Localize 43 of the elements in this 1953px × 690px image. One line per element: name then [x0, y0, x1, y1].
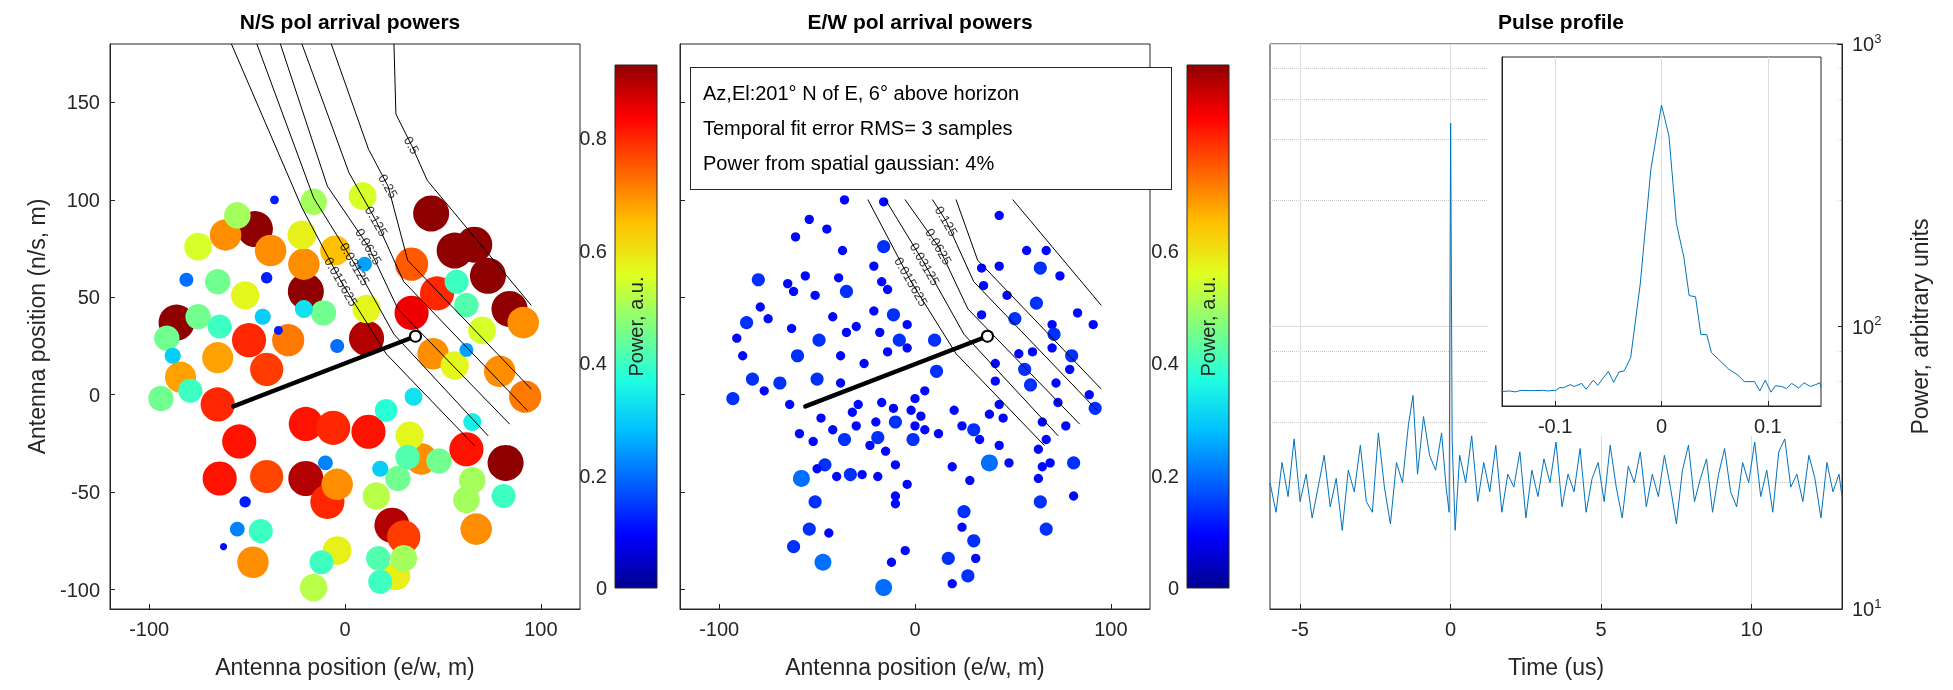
x-tick-label: -100 — [129, 618, 170, 640]
color-bar-label: 0.8 — [579, 127, 607, 150]
x-axis-title: Antenna position (e/w, m) — [785, 653, 1045, 680]
color-bar-label: 0.4 — [1151, 352, 1179, 375]
x-tick-label: 10 — [1740, 618, 1763, 640]
x-tick-label: 5 — [1595, 618, 1607, 640]
x-tick-label: 0 — [339, 618, 351, 640]
x-tick-label: 0.1 — [1753, 415, 1782, 437]
x-tick-label: -0.1 — [1537, 415, 1573, 437]
y-tick-label: 100 — [66, 188, 100, 211]
color-bar-label: 0 — [1167, 577, 1179, 599]
color-bar-label: 0.4 — [579, 352, 607, 375]
x-axis-title: Antenna position (e/w, m) — [215, 653, 475, 680]
color-bar-label: 0 — [595, 577, 607, 599]
y-tick-label: 150 — [66, 91, 100, 114]
annotation: 0.5 — [400, 133, 423, 157]
x-tick-label: 0 — [909, 618, 921, 640]
x-tick-label: 0 — [1445, 618, 1457, 640]
chart-title: N/S pol arrival powers — [239, 10, 461, 33]
y-axis-title: Power, arbitrary units — [1906, 218, 1933, 435]
chart-title: E/W pol arrival powers — [807, 10, 1033, 33]
y-tick-label: 0 — [88, 383, 100, 406]
color-bar-label: 0.6 — [1151, 239, 1179, 262]
color-bar-title: Power, a.u. — [625, 276, 647, 377]
y-tick-label: -100 — [59, 578, 100, 601]
x-tick-label: -100 — [699, 618, 740, 640]
annotation: Az,El:201° N of E, 6° above horizon — [703, 81, 1021, 106]
y-tick-label: -50 — [71, 481, 100, 504]
chart-title: Pulse profile — [1497, 10, 1625, 33]
x-axis-title: Time (us) — [1507, 653, 1605, 680]
x-tick-label: -5 — [1291, 618, 1309, 640]
x-tick-label: 0 — [1655, 415, 1668, 437]
y-tick-label: 50 — [77, 286, 100, 309]
annotation: Temporal fit error RMS= 3 samples — [703, 116, 1014, 141]
text-box: Az,El:201° N of E, 6° above horizon Temporal fit error RMS= 3 samples Power from spatial gaussian: 4% — [690, 67, 1172, 190]
color-bar-label: 0.6 — [579, 239, 607, 262]
x-tick-label: 100 — [1094, 618, 1128, 640]
x-tick-label: 100 — [524, 618, 558, 640]
color-bar-title: Power, a.u. — [1197, 276, 1219, 377]
annotation: Power from spatial gaussian: 4% — [703, 151, 996, 176]
y-axis-title: Antenna position (n/s, m) — [23, 198, 50, 455]
color-bar-label: 0.2 — [579, 464, 607, 487]
color-bar-label: 0.2 — [1151, 464, 1179, 487]
